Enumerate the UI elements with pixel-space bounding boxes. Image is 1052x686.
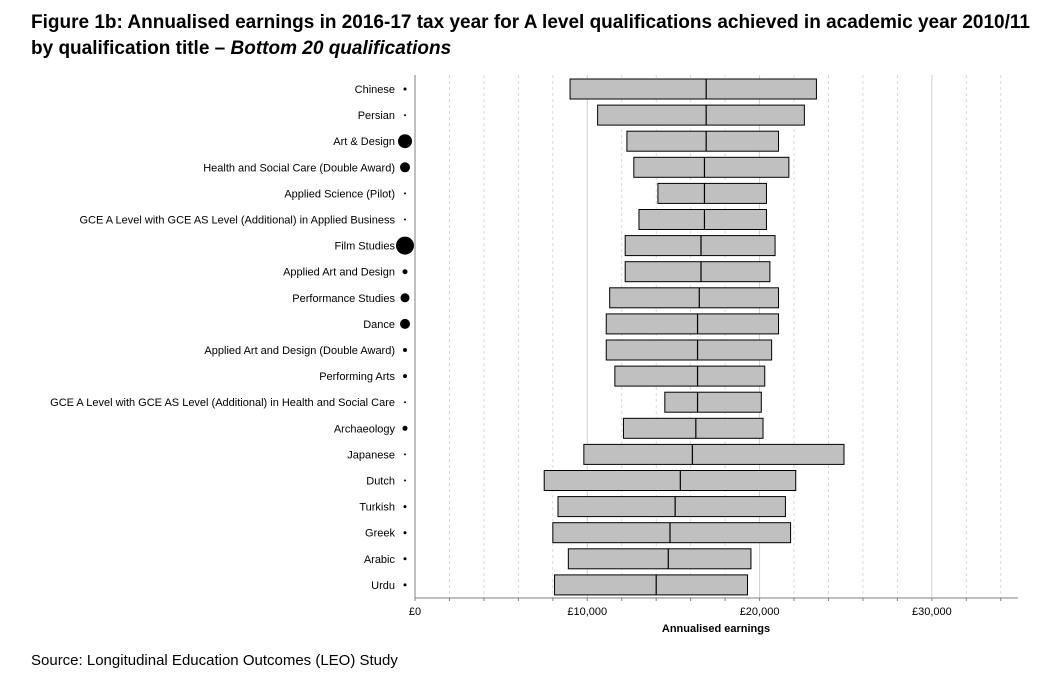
size-marker xyxy=(404,453,406,456)
figure-title-main: Figure 1b: Annualised earnings in 2016-1… xyxy=(31,12,1030,59)
grid-lines xyxy=(449,75,1002,598)
category-label: Turkish xyxy=(359,502,395,514)
size-marker xyxy=(396,236,414,255)
size-marker xyxy=(404,192,406,195)
iqr-box xyxy=(552,522,792,544)
iqr-box xyxy=(633,156,790,178)
category-label: GCE A Level with GCE AS Level (Additiona… xyxy=(50,397,395,409)
category-label: Archaeology xyxy=(334,423,396,435)
size-marker xyxy=(403,348,407,352)
iqr-box xyxy=(626,130,780,152)
category-label: Art & Design xyxy=(333,136,395,148)
category-label: Urdu xyxy=(371,580,395,592)
category-label: Health and Social Care (Double Award) xyxy=(203,162,395,174)
x-tick-label: £20,000 xyxy=(740,606,780,618)
iqr-box xyxy=(583,443,845,465)
size-marker xyxy=(403,531,407,535)
category-label: Applied Art and Design xyxy=(283,267,395,279)
category-label: Performing Arts xyxy=(319,371,395,383)
size-marker xyxy=(404,401,406,404)
size-marker xyxy=(404,479,406,482)
category-label: Greek xyxy=(365,528,395,540)
iqr-box xyxy=(609,287,780,309)
x-tick-label: £30,000 xyxy=(912,606,952,618)
size-marker xyxy=(400,162,410,173)
iqr-box xyxy=(567,548,752,570)
size-marker xyxy=(404,114,406,117)
plot-area xyxy=(543,78,845,596)
iqr-box xyxy=(605,339,773,361)
category-label: Chinese xyxy=(355,84,395,96)
iqr-box xyxy=(657,182,767,204)
iqr-box xyxy=(638,209,767,230)
x-tick-label: £10,000 xyxy=(567,606,607,618)
iqr-box xyxy=(543,470,797,491)
x-axis-title: Annualised earnings xyxy=(662,623,770,635)
size-marker xyxy=(400,318,410,329)
category-label: Dutch xyxy=(366,476,395,488)
iqr-box xyxy=(664,391,762,413)
size-marker xyxy=(398,134,412,149)
figure-title: Figure 1b: Annualised earnings in 2016-1… xyxy=(31,10,1031,62)
category-label: Japanese xyxy=(347,449,395,461)
size-marker xyxy=(400,293,410,303)
figure-title-italic: Bottom 20 qualifications xyxy=(230,38,452,59)
category-label: Applied Art and Design (Double Award) xyxy=(204,345,395,357)
size-marker xyxy=(403,87,407,91)
x-tick-label: £0 xyxy=(409,606,421,618)
size-marker xyxy=(402,269,408,275)
iqr-box xyxy=(597,104,805,126)
iqr-box xyxy=(569,78,817,100)
iqr-box xyxy=(624,235,776,257)
size-marker xyxy=(403,583,407,587)
iqr-box xyxy=(557,496,786,518)
source-note: Source: Longitudinal Education Outcomes … xyxy=(31,652,398,669)
category-label: Film Studies xyxy=(334,241,395,253)
size-marker xyxy=(403,557,407,561)
iqr-box xyxy=(614,365,766,387)
category-label: Arabic xyxy=(364,554,396,566)
x-axis: £0 £10,000 £20,000 £30,000 xyxy=(409,75,1018,618)
category-label: Performance Studies xyxy=(292,293,395,305)
iqr-box xyxy=(624,261,771,283)
category-label: GCE A Level with GCE AS Level (Additiona… xyxy=(79,215,395,227)
iqr-box xyxy=(554,574,749,596)
iqr-box xyxy=(622,417,764,439)
category-label: Persian xyxy=(358,110,395,122)
size-marker xyxy=(402,425,408,431)
size-marker xyxy=(403,374,407,379)
category-labels: Chinese Persian Art & Design Health and Soc… xyxy=(50,84,414,592)
iqr-box xyxy=(605,313,780,335)
category-label: Applied Science (Pilot) xyxy=(284,188,395,200)
size-marker xyxy=(403,505,407,509)
size-marker xyxy=(404,218,406,221)
category-label: Dance xyxy=(363,319,395,331)
